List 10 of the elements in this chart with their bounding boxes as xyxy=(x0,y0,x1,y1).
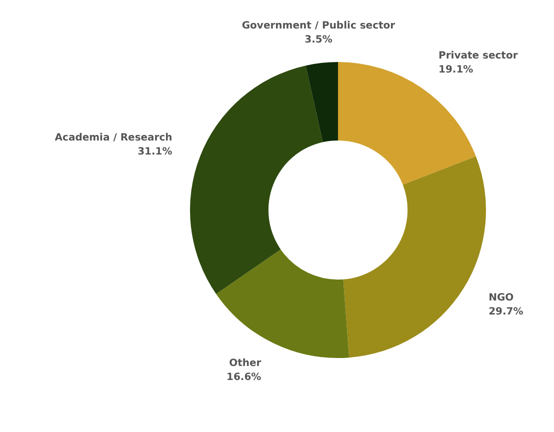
slice-label: Government / Public sector xyxy=(242,20,396,32)
data-label: 16.6% xyxy=(226,372,262,384)
data-label: 31.1% xyxy=(138,146,172,158)
data-label: 3.5% xyxy=(304,34,332,46)
data-label: 19.1% xyxy=(438,64,474,76)
slice-label: Academia / Research xyxy=(54,132,172,144)
slice-label: Other xyxy=(229,358,262,370)
data-label: 29.7% xyxy=(488,306,524,318)
slice-label: NGO xyxy=(488,292,514,304)
slice-label: Private sector xyxy=(438,50,518,62)
